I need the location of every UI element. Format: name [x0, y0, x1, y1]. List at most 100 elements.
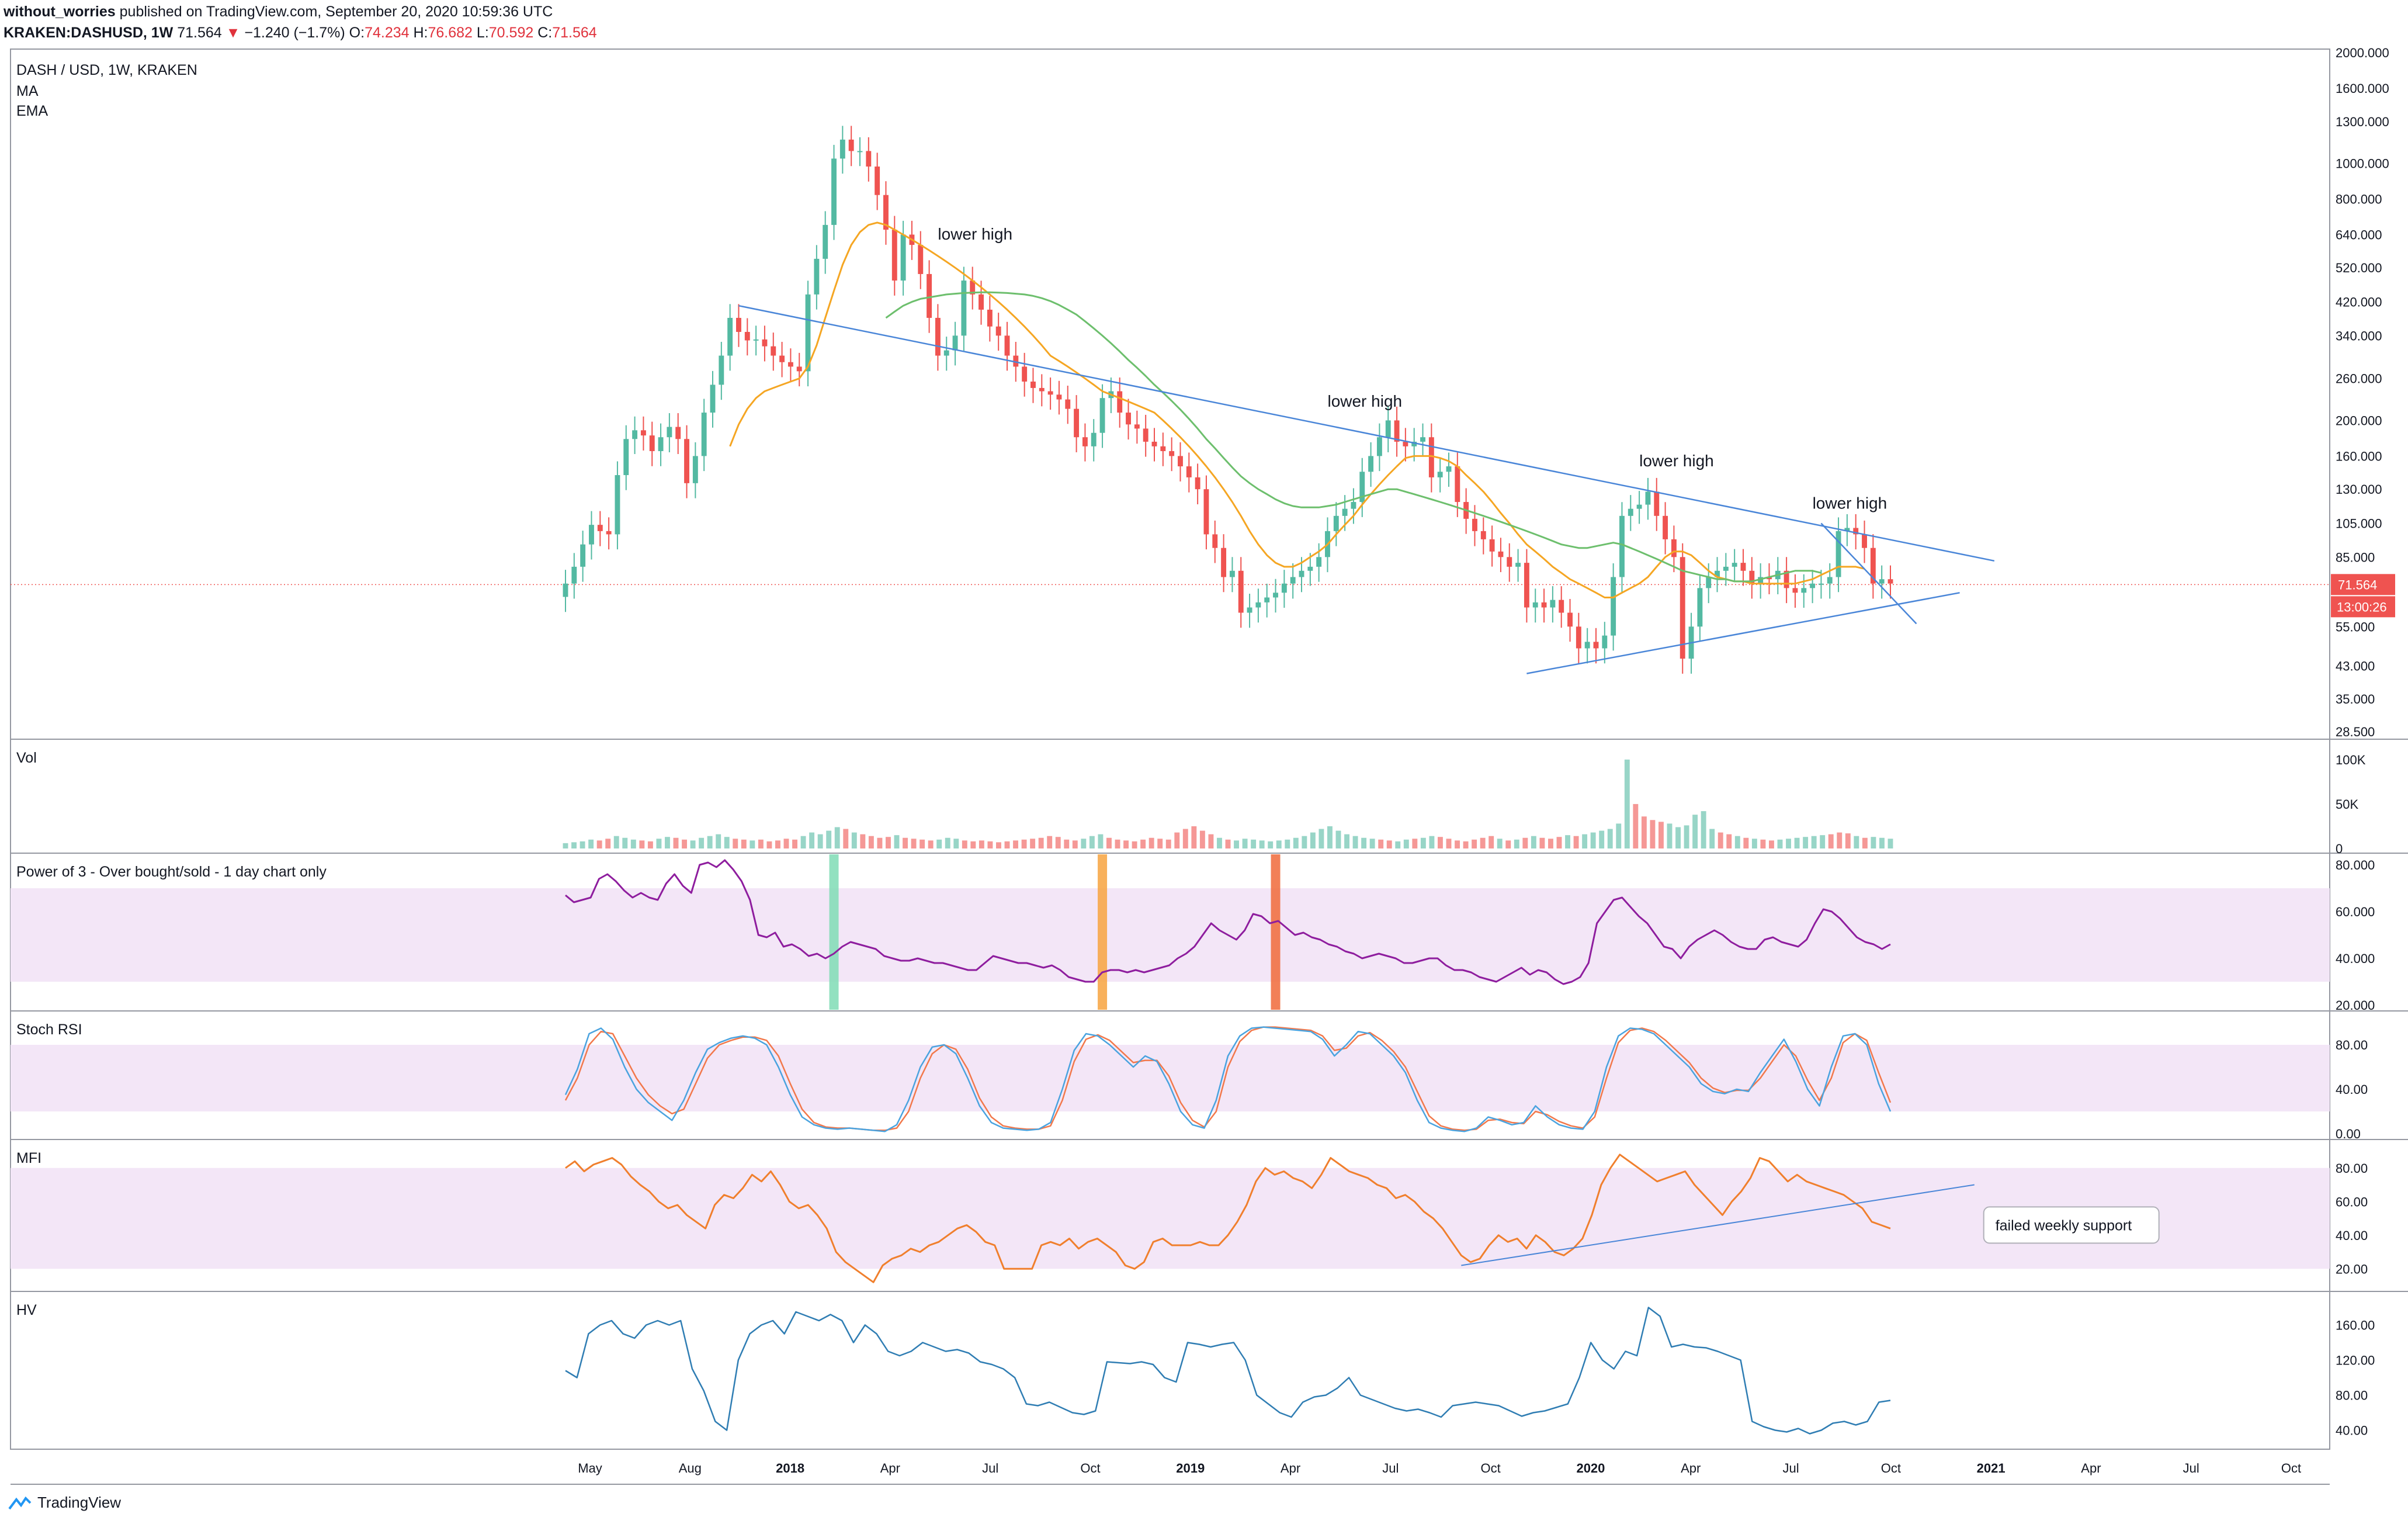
candle-body — [1567, 612, 1573, 627]
price-tick-label: 1300.000 — [2336, 115, 2389, 129]
volume-bar — [707, 836, 713, 848]
mfi-note-label: failed weekly support — [1996, 1217, 2132, 1234]
volume-bar — [733, 839, 738, 848]
high-label: H: — [413, 25, 428, 41]
volume-bar — [1531, 836, 1536, 848]
candle — [667, 413, 672, 452]
annotation-lower-high-4: lower high — [1813, 494, 1887, 512]
candle-body — [632, 430, 638, 439]
volume-bar — [1098, 834, 1104, 848]
volume-bar — [613, 836, 619, 848]
candle-body — [1368, 456, 1374, 472]
volume-bar — [1760, 839, 1766, 848]
volume-bar — [809, 832, 815, 848]
candle-body — [1844, 528, 1850, 531]
price-change: −1.240 (−1.7%) — [244, 25, 345, 41]
volume-bar — [571, 842, 577, 848]
volume-bar — [1047, 836, 1053, 848]
candle — [710, 370, 716, 428]
candle — [787, 348, 793, 382]
candle-body — [1472, 518, 1477, 531]
price-tick-label: 340.000 — [2336, 328, 2382, 343]
candle — [935, 304, 941, 371]
candle-body — [1480, 531, 1486, 539]
candle-body — [1420, 437, 1425, 442]
candle — [1550, 586, 1556, 623]
time-tick-label: Apr — [880, 1461, 900, 1475]
candle-body — [684, 439, 689, 483]
candle — [857, 137, 863, 167]
volume-bar — [1820, 835, 1826, 848]
candle — [875, 153, 880, 210]
volume-bar — [1633, 803, 1639, 848]
candle-body — [891, 230, 897, 281]
candle-body — [857, 151, 863, 153]
volume-bar — [673, 837, 679, 848]
candle-body — [1862, 534, 1867, 548]
tradingview-footer[interactable]: TradingView — [8, 1494, 121, 1512]
volume-bar — [1667, 823, 1673, 848]
candle — [563, 570, 568, 612]
candle — [615, 461, 620, 550]
last-price: 71.564 — [177, 25, 222, 41]
candle — [1047, 377, 1053, 410]
volume-bar — [1624, 759, 1630, 848]
candle-body — [1870, 548, 1876, 584]
candle-body — [1671, 539, 1677, 557]
stoch-rsi-pane: Stoch RSI 80.00 40.00 0.00 — [11, 1021, 2368, 1141]
candle — [762, 325, 768, 362]
candle-body — [1056, 394, 1062, 400]
volume-bar — [1734, 836, 1740, 848]
candle-body — [875, 166, 880, 195]
stoch-rsi-pane-title: Stoch RSI — [16, 1021, 82, 1038]
candle-body — [667, 427, 672, 438]
candle-body — [1532, 602, 1538, 608]
time-tick-label: Apr — [1281, 1461, 1300, 1475]
volume-bar — [741, 839, 747, 848]
candle — [1784, 557, 1789, 604]
power-of-3-line — [565, 859, 1891, 985]
author-link[interactable]: without_worries — [4, 4, 116, 20]
candle — [1376, 423, 1382, 472]
candle-body — [1359, 472, 1365, 503]
volume-bar — [1548, 839, 1553, 848]
candle-body — [1593, 642, 1599, 649]
candle — [1082, 423, 1088, 462]
countdown-tag — [2331, 596, 2395, 618]
candle-body — [640, 430, 646, 436]
volume-bar — [1845, 833, 1851, 848]
candle-body — [701, 413, 707, 456]
volume-bar — [1438, 837, 1443, 848]
candle — [675, 413, 681, 455]
candle-body — [1489, 539, 1495, 552]
price-tick-label: 1600.000 — [2336, 81, 2389, 96]
volume-bar — [1811, 836, 1817, 848]
open-value: 74.234 — [365, 25, 410, 41]
candle — [1671, 525, 1677, 573]
volume-bar — [1208, 834, 1214, 848]
volume-bar — [1021, 839, 1027, 848]
down-arrow-icon: ▼ — [225, 25, 241, 41]
volume-bar — [1081, 839, 1087, 848]
candle — [1091, 419, 1097, 462]
candle — [1238, 557, 1244, 628]
candle-body — [1376, 437, 1382, 456]
candle — [771, 332, 776, 371]
candle-body — [1403, 441, 1408, 446]
candle — [1611, 563, 1616, 651]
price-tick-label: 35.000 — [2336, 692, 2375, 706]
candle — [1264, 583, 1270, 618]
volume-bar — [580, 841, 585, 848]
volume-bar — [1395, 841, 1401, 848]
volume-bar — [1599, 830, 1605, 848]
candle-body — [831, 158, 837, 225]
candle-body — [615, 475, 620, 535]
candle — [1186, 452, 1192, 493]
volume-bar — [877, 837, 883, 848]
candle-body — [995, 326, 1001, 336]
candle — [1732, 549, 1737, 582]
volume-bar — [1199, 830, 1205, 848]
volume-bar — [1522, 837, 1528, 848]
volume-bar — [1030, 839, 1036, 848]
